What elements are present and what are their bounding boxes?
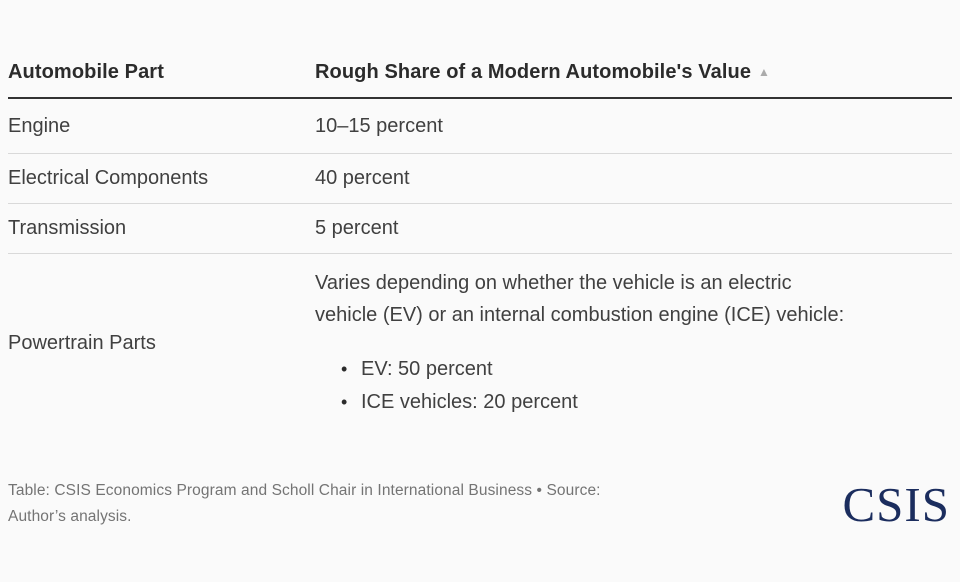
table-row-transmission: Transmission 5 percent	[8, 204, 952, 254]
sort-ascending-icon: ▲	[758, 65, 771, 79]
value-intro-line: Varies depending on whether the vehicle …	[315, 272, 792, 294]
bullet-icon: •	[341, 392, 348, 412]
csis-logo: CSIS	[842, 477, 950, 532]
list-item: • ICE vehicles: 20 percent	[341, 386, 952, 419]
value-intro-line: vehicle (EV) or an internal combustion e…	[315, 304, 845, 326]
part-cell: Transmission	[8, 217, 127, 239]
credit-line: Author’s analysis.	[8, 508, 132, 525]
column-header-value-label: Rough Share of a Modern Automobile's Val…	[315, 61, 752, 83]
value-cell: 5 percent	[315, 217, 399, 239]
value-bullet-list: • EV: 50 percent • ICE vehicles: 20 percen…	[315, 353, 952, 419]
part-cell: Powertrain Parts	[8, 331, 156, 354]
table-footer: Table: CSIS Economics Program and Scholl…	[8, 478, 952, 530]
credit-line: Table: CSIS Economics Program and Scholl…	[8, 482, 601, 499]
table-row-engine: Engine 10–15 percent	[8, 99, 952, 154]
column-header-value[interactable]: Rough Share of a Modern Automobile's Val…	[315, 61, 952, 84]
table-header-row: Automobile Part Rough Share of a Modern …	[8, 0, 952, 99]
list-item: • EV: 50 percent	[341, 353, 952, 386]
list-item-text: ICE vehicles: 20 percent	[361, 391, 578, 413]
credit-text: Table: CSIS Economics Program and Scholl…	[8, 478, 601, 530]
column-header-automobile-part[interactable]: Automobile Part	[8, 61, 164, 83]
part-cell: Engine	[8, 114, 71, 137]
part-cell: Electrical Components	[8, 167, 209, 189]
value-cell: Varies depending on whether the vehicle …	[315, 267, 952, 419]
value-cell: 10–15 percent	[315, 114, 443, 137]
table-row-powertrain-parts: Powertrain Parts Varies depending on whe…	[8, 254, 952, 449]
table-row-electrical-components: Electrical Components 40 percent	[8, 154, 952, 204]
bullet-icon: •	[341, 359, 348, 379]
list-item-text: EV: 50 percent	[361, 358, 493, 380]
value-cell: 40 percent	[315, 167, 410, 189]
